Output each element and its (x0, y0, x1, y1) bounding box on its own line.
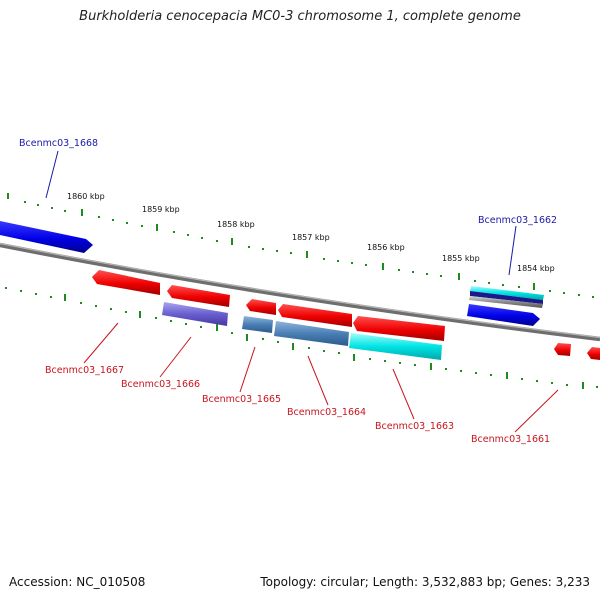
upper-tick-track (7, 193, 594, 298)
kbp-label-1859: 1859 kbp (142, 205, 180, 214)
reverse-strand-genes (92, 270, 600, 360)
kbp-label-1856: 1856 kbp (367, 243, 405, 252)
top-leader-lines (45, 150, 517, 276)
top-gene-labels: Bcenmc03_1668 Bcenmc03_1662 (19, 138, 557, 226)
accession-text: Accession: NC_010508 (9, 575, 146, 589)
kbp-label-1855: 1855 kbp (442, 254, 480, 263)
gene-bcenmc03-1662[interactable] (469, 286, 544, 308)
kbp-label-1854: 1854 kbp (517, 264, 555, 273)
gene-label-1664: Bcenmc03_1664 (287, 407, 366, 418)
kbp-label-1857: 1857 kbp (292, 233, 330, 242)
gene-bcenmc03-1664[interactable] (274, 304, 352, 346)
gene-bcenmc03-1668[interactable] (0, 221, 93, 253)
gene-bcenmc03-1666[interactable] (162, 285, 230, 326)
bottom-leader-lines (83, 322, 559, 433)
bottom-gene-labels: Bcenmc03_1667 Bcenmc03_1666 Bcenmc03_166… (45, 365, 550, 445)
gene-bcenmc03-1667[interactable] (92, 270, 160, 295)
gene-label-1665: Bcenmc03_1665 (202, 394, 281, 405)
lower-tick-track (5, 287, 598, 389)
kbp-label-1860: 1860 kbp (67, 192, 105, 201)
gene-bcenmc03-1661[interactable] (554, 343, 600, 360)
topology-text: Topology: circular; Length: 3,532,883 bp… (260, 575, 590, 589)
map-title: Burkholderia cenocepacia MC0-3 chromosom… (79, 9, 521, 24)
gene-label-1666: Bcenmc03_1666 (121, 379, 200, 390)
forward-strand-genes (0, 221, 544, 326)
gene-label-1667: Bcenmc03_1667 (45, 365, 124, 376)
gene-label-1662: Bcenmc03_1662 (478, 215, 557, 226)
kbp-scale-labels: 1860 kbp 1859 kbp 1858 kbp 1857 kbp 1856… (67, 192, 555, 273)
gene-bcenmc03-1665[interactable] (242, 299, 276, 333)
gene-bcenmc03-1661-forward[interactable] (467, 304, 540, 326)
genome-backbone (0, 242, 600, 342)
gene-bcenmc03-1663[interactable] (349, 316, 445, 360)
gene-label-1661: Bcenmc03_1661 (471, 434, 550, 445)
gene-label-1668: Bcenmc03_1668 (19, 138, 98, 149)
gene-label-1663: Bcenmc03_1663 (375, 421, 454, 432)
kbp-label-1858: 1858 kbp (217, 220, 255, 229)
